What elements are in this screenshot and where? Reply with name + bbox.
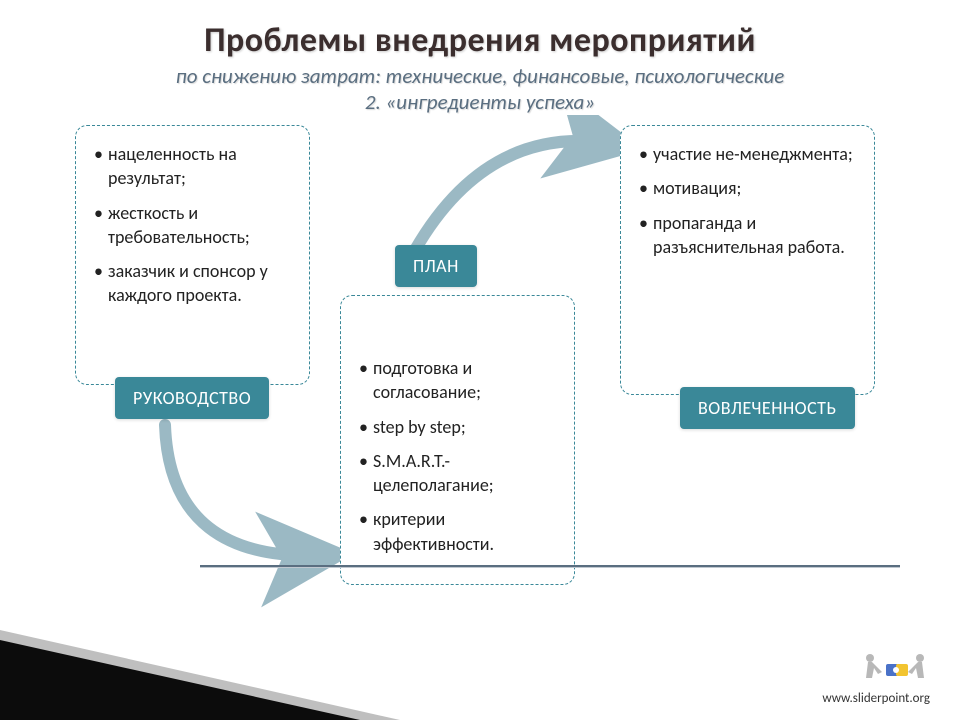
puzzle-icon: [860, 648, 930, 686]
list-item: мотивация;: [639, 176, 856, 200]
list-item: подготовка и согласование;: [359, 356, 556, 405]
corner-decoration: [0, 640, 360, 720]
box-leadership-list: нацеленность на результат; жесткость и т…: [94, 142, 291, 308]
list-item: критерии эффективности.: [359, 507, 556, 556]
list-item: жесткость и требовательность;: [94, 201, 291, 250]
arrow-2: [415, 141, 620, 250]
list-item: step by step;: [359, 415, 556, 439]
title-sub1: по снижению затрат: технические, финансо…: [0, 63, 960, 89]
list-item: участие не-менеджмента;: [639, 142, 856, 166]
footer-url: www.sliderpoint.org: [822, 691, 930, 706]
box-plan-list: подготовка и согласование; step by step;…: [359, 356, 556, 556]
baseline-rule: [200, 565, 900, 568]
title-sub2: 2. «ингредиенты успеха»: [0, 89, 960, 115]
box-plan: подготовка и согласование; step by step;…: [340, 295, 575, 585]
list-item: заказчик и спонсор у каждого проекта.: [94, 259, 291, 308]
list-item: S.M.A.R.T.-целеполагание;: [359, 449, 556, 498]
box-leadership: нацеленность на результат; жесткость и т…: [75, 125, 310, 385]
title-block: Проблемы внедрения мероприятий по снижен…: [0, 0, 960, 115]
box-involvement-list: участие не-менеджмента; мотивация; пропа…: [639, 142, 856, 259]
tag-plan: ПЛАН: [395, 245, 477, 287]
list-item: пропаганда и разъяснительная работа.: [639, 211, 856, 260]
tag-leadership: РУКОВОДСТВО: [115, 377, 269, 419]
title-main: Проблемы внедрения мероприятий: [0, 20, 960, 61]
tag-involvement: ВОВЛЕЧЕННОСТЬ: [680, 387, 855, 429]
box-involvement: участие не-менеджмента; мотивация; пропа…: [620, 125, 875, 395]
arrow-1: [165, 425, 330, 556]
list-item: нацеленность на результат;: [94, 142, 291, 191]
diagram-stage: нацеленность на результат; жесткость и т…: [0, 115, 960, 675]
